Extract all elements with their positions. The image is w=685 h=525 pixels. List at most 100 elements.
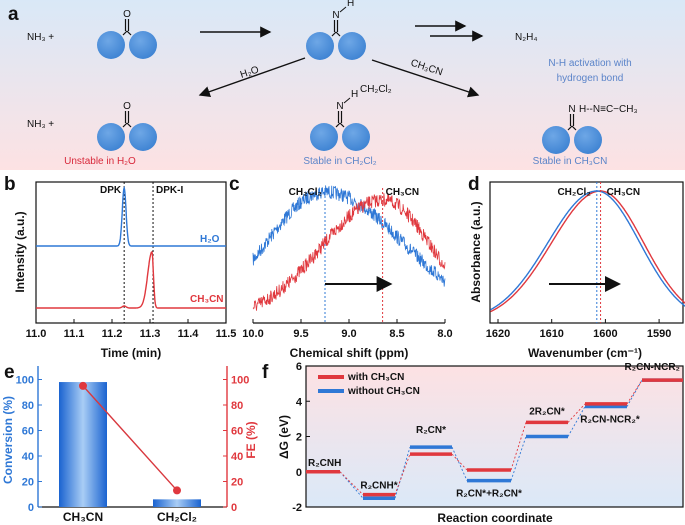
sphere-icon	[97, 31, 125, 59]
sphere-icon	[574, 126, 602, 154]
y-tick-label-right: 40	[231, 451, 243, 463]
series-label: CH₂Cl₂	[557, 187, 590, 198]
y-tick-label: 0	[296, 467, 302, 479]
atom-label: N	[332, 10, 339, 21]
bond	[571, 125, 577, 131]
y-tick-label-left: 100	[16, 375, 34, 387]
panel-label-e: e	[4, 362, 15, 383]
series-line-0	[490, 190, 685, 311]
x-tick-label: 1590	[647, 328, 671, 340]
connector	[394, 453, 411, 495]
y-tick-label: -2	[292, 502, 302, 514]
x-axis-label: Reaction coordinate	[437, 511, 553, 525]
stable-ch3cn-label: Stable in CH₃CN	[533, 156, 608, 167]
legend-ch3cn: CH₃CN	[190, 294, 224, 305]
plot-frame	[489, 181, 684, 324]
y-axis-label-right: FE (%)	[244, 421, 258, 458]
panel-b-chromatogram: b Time (min) Intensity (a.u.) H₂O CH₃CN …	[4, 174, 236, 360]
series-line-ch3cn	[36, 250, 226, 309]
unstable-h2o-label: Unstable in H₂O	[64, 156, 136, 167]
bond	[122, 30, 128, 36]
panel-label-b: b	[4, 174, 16, 195]
y-tick-label-right: 80	[231, 400, 243, 412]
bond	[335, 31, 341, 37]
x-tick-label: 11.3	[140, 328, 161, 340]
marker-label: DPK	[100, 185, 122, 196]
sphere-icon	[342, 123, 370, 151]
x-tick-label: CH₃CN	[63, 510, 103, 524]
panel-label-d: d	[468, 174, 480, 195]
x-tick-label: 10.0	[242, 328, 263, 340]
panel-label-c: c	[229, 174, 240, 195]
panel-f-energy-profile: f Reaction coordinate ΔG (eV) with CH₃CN…	[262, 361, 684, 525]
connector	[567, 406, 586, 437]
x-axis-label: Wavenumber (cm⁻¹)	[528, 346, 642, 360]
sphere-icon	[97, 123, 125, 151]
state-label: R₂CN-NCR₂	[624, 362, 680, 373]
molecules: O NHO NHN	[97, 0, 602, 154]
atom-label: N	[568, 104, 575, 115]
fe-point	[173, 486, 181, 495]
sphere-icon	[338, 32, 366, 60]
series-label: CH₃CN	[607, 187, 641, 198]
x-tick-label: 11.2	[102, 328, 123, 340]
connector	[394, 446, 411, 499]
plot-frame	[35, 181, 227, 324]
sphere-icon	[310, 123, 338, 151]
y-tick-label-right: 60	[231, 426, 243, 438]
y-tick-label-right: 100	[231, 375, 249, 387]
activation-text-2: hydrogen bond	[557, 73, 624, 84]
x-tick-label: 11.5	[216, 328, 237, 340]
n2h4-label: N₂H₄	[515, 32, 537, 43]
atom-label: O	[123, 9, 131, 20]
state-label: R₂CN-NCR₂*	[580, 415, 640, 426]
bond	[567, 125, 573, 131]
nh3-top: NH₃ +	[27, 32, 54, 43]
panel-a-scheme: a NH₃ + NH₃ + O NHO NHN N₂H₄ H₂O CH₃CN CH₂…	[0, 0, 685, 170]
x-tick-label: 8.5	[389, 328, 404, 340]
x-tick-label: CH₂Cl₂	[157, 510, 197, 524]
legend-without-ch3cn: without CH₃CN	[347, 386, 420, 397]
y-tick-label-left: 0	[28, 502, 34, 514]
sphere-icon	[306, 32, 334, 60]
x-tick-label: 1620	[486, 328, 510, 340]
x-tick-label: 8.0	[437, 328, 452, 340]
plot-frame	[305, 365, 684, 508]
x-axis-label: Chemical shift (ppm)	[290, 346, 409, 360]
x-axis-label: Time (min)	[101, 346, 161, 360]
y-tick-label: 4	[296, 396, 303, 408]
panel-label-a: a	[8, 4, 19, 25]
bond	[126, 30, 132, 36]
bond	[335, 122, 341, 128]
y-tick-label-left: 40	[22, 451, 34, 463]
state-label: 2R₂CN*	[529, 406, 565, 417]
sphere-icon	[542, 126, 570, 154]
bond	[122, 122, 128, 128]
y-axis-label: Intensity (a.u.)	[13, 211, 27, 292]
stable-ch2cl2-label: Stable in CH₂Cl₂	[303, 156, 376, 167]
x-tick-label: 9.5	[293, 328, 308, 340]
connector	[510, 422, 527, 471]
atom-label: H	[347, 0, 354, 9]
series-line-1	[490, 190, 685, 313]
bond	[126, 122, 132, 128]
state-label: R₂CNH	[308, 458, 341, 469]
x-tick-label: 11.0	[26, 328, 47, 340]
state-label: R₂CN*	[416, 425, 446, 436]
series-line-1	[252, 193, 446, 311]
activation-text-1: N-H activation with	[548, 58, 631, 69]
bond	[339, 6, 347, 13]
y-axis-label: Absorbance (a.u.)	[469, 201, 483, 302]
x-tick-label: 11.1	[64, 328, 85, 340]
x-tick-label: 9.0	[341, 328, 356, 340]
atom-label: O	[123, 101, 131, 112]
y-tick-label: 2	[296, 432, 302, 444]
y-tick-label-left: 80	[22, 400, 34, 412]
series-line-h2o	[36, 185, 226, 247]
hbond-chain: H--N≡C−CH₃	[579, 104, 638, 115]
y-axis-label-left: Conversion (%)	[1, 396, 15, 484]
panel-c-nmr: c Chemical shift (ppm) 10.0 9.5 9.0 8.5 8.0 C…	[229, 174, 453, 360]
bond	[343, 97, 351, 104]
x-tick-label: 1600	[593, 328, 617, 340]
atom-label: N	[336, 101, 343, 112]
